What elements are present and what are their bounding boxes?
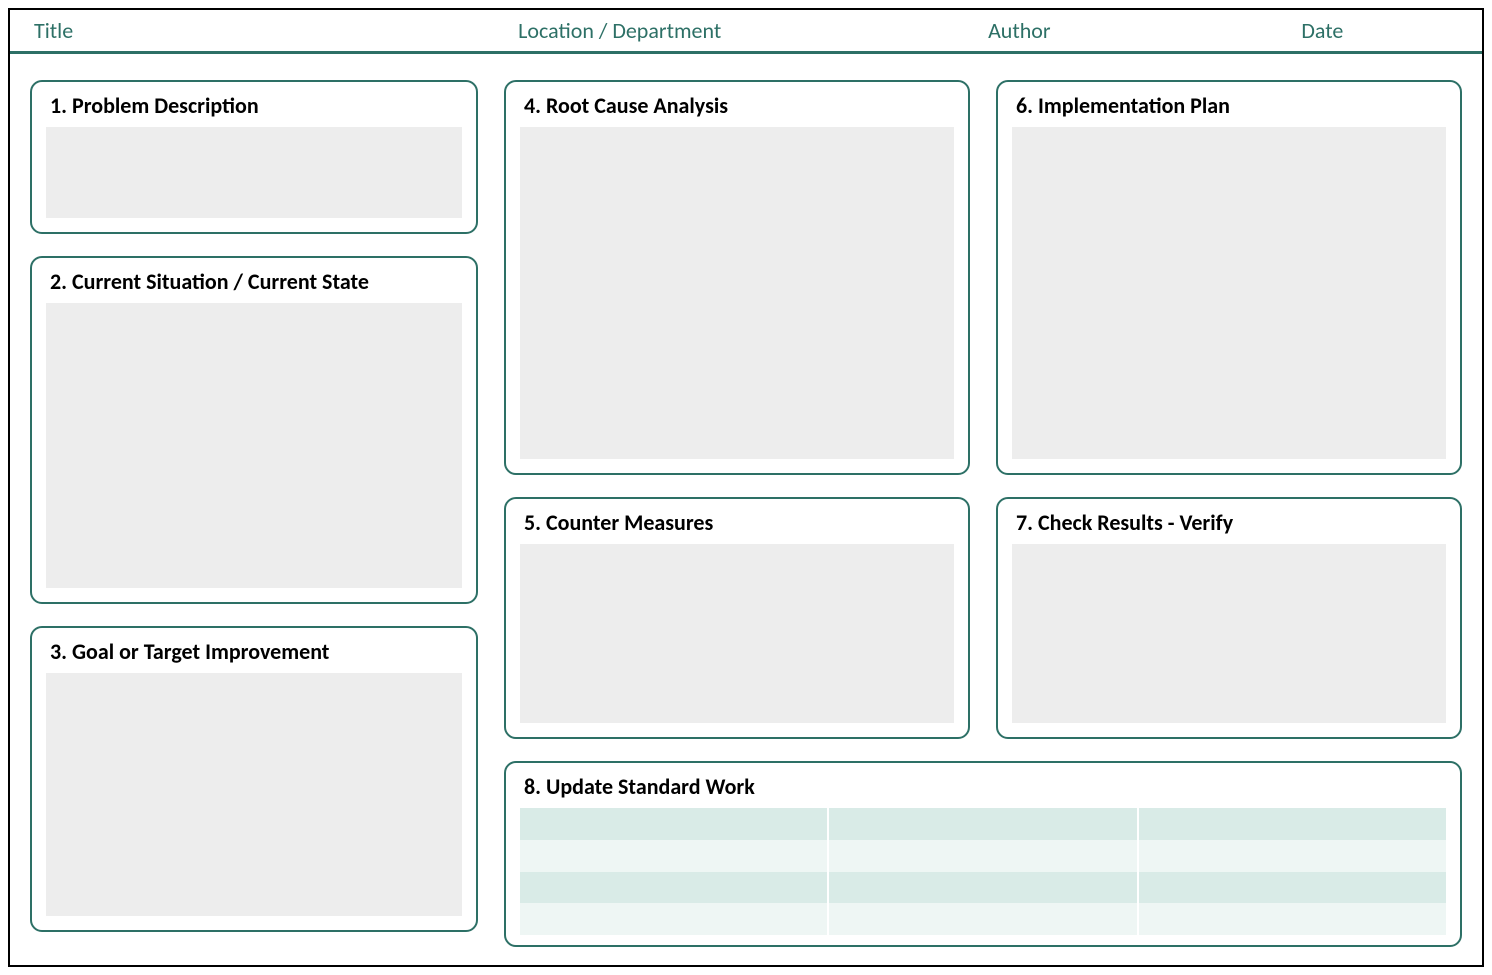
- panel-content-area: [46, 673, 462, 916]
- standard-work-table: [520, 808, 1446, 935]
- table-cell: [829, 903, 1136, 935]
- header-author-label: Author: [988, 17, 1301, 44]
- panel-content-area: [46, 303, 462, 588]
- panel-goal-target: 3. Goal or Target Improvement: [30, 626, 478, 932]
- header-location-label: Location / Department: [518, 17, 988, 44]
- table-cell: [1139, 872, 1446, 904]
- column-right-wrapper: 4. Root Cause Analysis 5. Counter Measur…: [504, 80, 1462, 947]
- panel-root-cause-analysis: 4. Root Cause Analysis: [504, 80, 970, 475]
- panel-update-standard-work: 8. Update Standard Work: [504, 761, 1462, 947]
- panel-current-situation: 2. Current Situation / Current State: [30, 256, 478, 604]
- table-row: [520, 808, 1446, 840]
- right-top-row: 4. Root Cause Analysis 5. Counter Measur…: [504, 80, 1462, 739]
- panel-content-area: [1012, 127, 1446, 459]
- panel-content-area: [520, 127, 954, 459]
- panel-implementation-plan: 6. Implementation Plan: [996, 80, 1462, 475]
- table-row: [520, 840, 1446, 872]
- panel-content-area: [46, 127, 462, 218]
- panel-title: 3. Goal or Target Improvement: [46, 638, 462, 665]
- table-row: [520, 903, 1446, 935]
- table-cell: [1139, 808, 1446, 840]
- table-cell: [520, 840, 827, 872]
- panel-title: 8. Update Standard Work: [520, 773, 1446, 800]
- panel-content-area: [1012, 544, 1446, 723]
- table-cell: [829, 872, 1136, 904]
- panel-title: 4. Root Cause Analysis: [520, 92, 954, 119]
- header-date-label: Date: [1301, 17, 1458, 44]
- body-area: 1. Problem Description 2. Current Situat…: [10, 54, 1482, 965]
- header-row: Title Location / Department Author Date: [10, 10, 1482, 54]
- panel-problem-description: 1. Problem Description: [30, 80, 478, 234]
- table-cell: [1139, 903, 1446, 935]
- table-cell: [829, 808, 1136, 840]
- panel-title: 1. Problem Description: [46, 92, 462, 119]
- panel-title: 2. Current Situation / Current State: [46, 268, 462, 295]
- header-title-label: Title: [34, 17, 518, 44]
- table-cell: [1139, 840, 1446, 872]
- table-row: [520, 872, 1446, 904]
- table-cell: [520, 903, 827, 935]
- column-right: 6. Implementation Plan 7. Check Results …: [996, 80, 1462, 739]
- panel-counter-measures: 5. Counter Measures: [504, 497, 970, 739]
- a3-template-page: Title Location / Department Author Date …: [8, 8, 1484, 967]
- table-cell: [520, 808, 827, 840]
- panel-title: 6. Implementation Plan: [1012, 92, 1446, 119]
- panel-check-results-verify: 7. Check Results - Verify: [996, 497, 1462, 739]
- table-cell: [829, 840, 1136, 872]
- table-cell: [520, 872, 827, 904]
- column-left: 1. Problem Description 2. Current Situat…: [30, 80, 478, 947]
- panel-title: 5. Counter Measures: [520, 509, 954, 536]
- panel-title: 7. Check Results - Verify: [1012, 509, 1446, 536]
- column-middle: 4. Root Cause Analysis 5. Counter Measur…: [504, 80, 970, 739]
- panel-content-area: [520, 544, 954, 723]
